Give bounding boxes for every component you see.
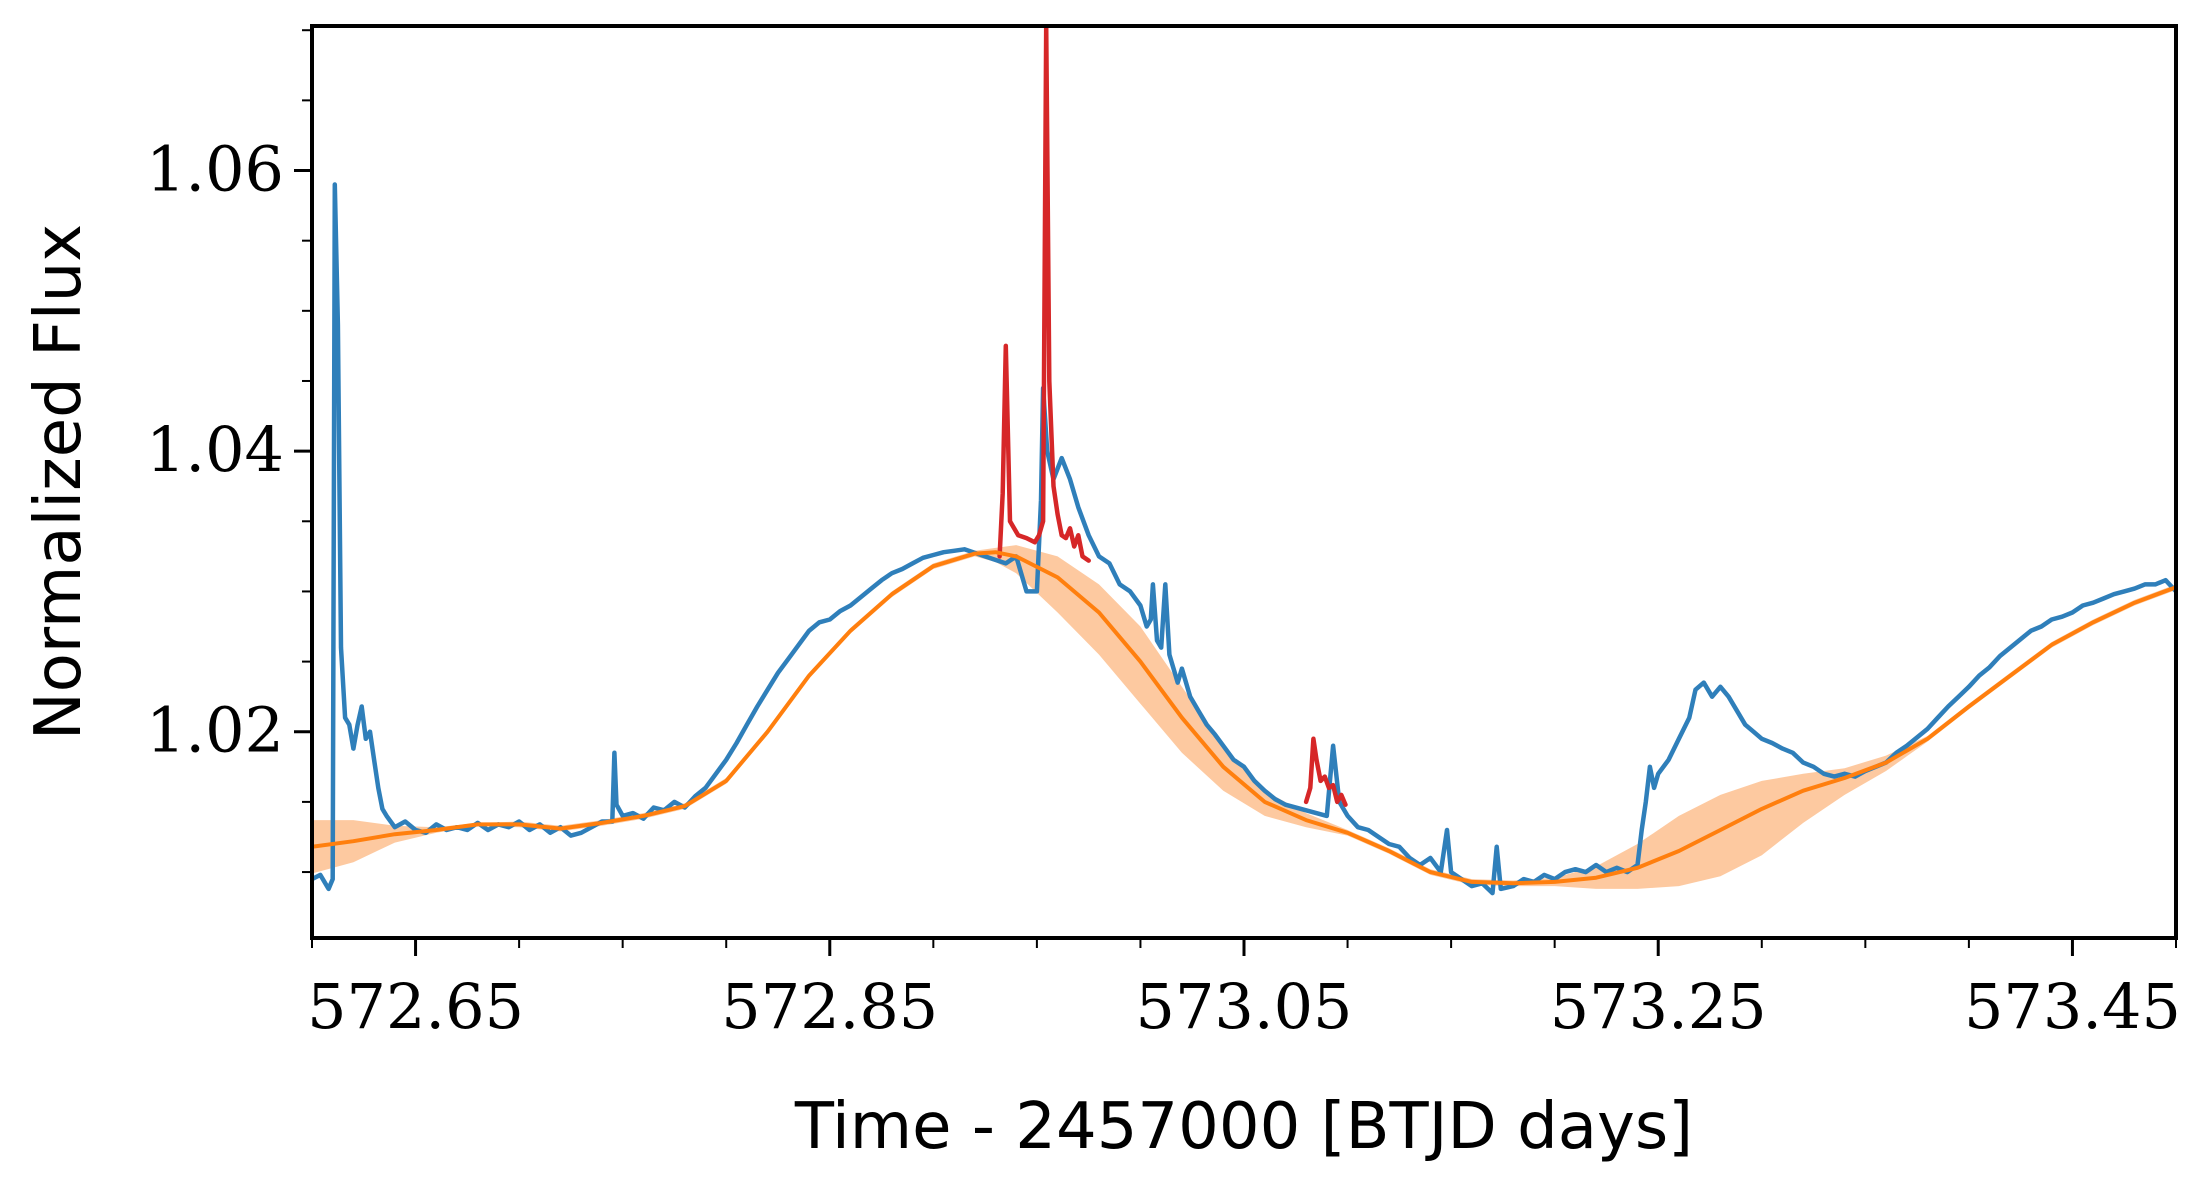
y-axis-label: Normalized Flux	[22, 224, 96, 740]
flare-line-2	[1303, 736, 1348, 807]
model-uncertainty-band	[312, 545, 2176, 889]
x-axis-ticks: 572.65 572.85 573.05 573.25 573.45	[307, 938, 2181, 1043]
x-tick-label: 573.45	[1964, 970, 2181, 1043]
y-axis-ticks: 1.02 1.04 1.06	[146, 29, 312, 874]
y-tick-label: 1.02	[146, 694, 284, 767]
y-tick-label: 1.04	[146, 413, 284, 486]
model-line	[312, 550, 2176, 886]
x-tick-label: 572.85	[721, 970, 938, 1043]
x-tick-label: 573.25	[1550, 970, 1767, 1043]
x-tick-label: 572.65	[307, 970, 524, 1043]
y-tick-label: 1.06	[146, 133, 284, 206]
x-tick-label: 573.05	[1136, 970, 1353, 1043]
x-axis-label: Time - 2457000 [BTJD days]	[794, 1090, 1693, 1164]
plot-layer	[312, 26, 2176, 896]
flare-line-1	[997, 26, 1091, 563]
